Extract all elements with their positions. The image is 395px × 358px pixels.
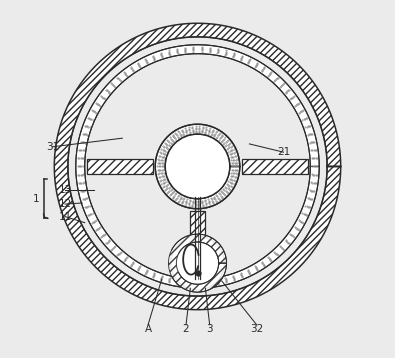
Polygon shape [76,45,319,288]
Text: 21: 21 [277,147,290,157]
Polygon shape [190,211,205,277]
Polygon shape [87,159,154,174]
Text: 12: 12 [58,199,71,209]
Text: A: A [145,324,152,334]
Polygon shape [169,234,226,292]
Text: 11: 11 [58,212,71,222]
Circle shape [171,236,224,290]
Text: 2: 2 [183,324,189,334]
Text: 13: 13 [58,185,71,195]
Text: 31: 31 [46,142,59,152]
Polygon shape [241,159,308,174]
Text: 3: 3 [206,324,213,334]
Text: 32: 32 [250,324,263,334]
Text: 1: 1 [32,194,39,204]
Polygon shape [155,124,240,209]
Polygon shape [54,23,341,310]
Circle shape [165,134,230,199]
